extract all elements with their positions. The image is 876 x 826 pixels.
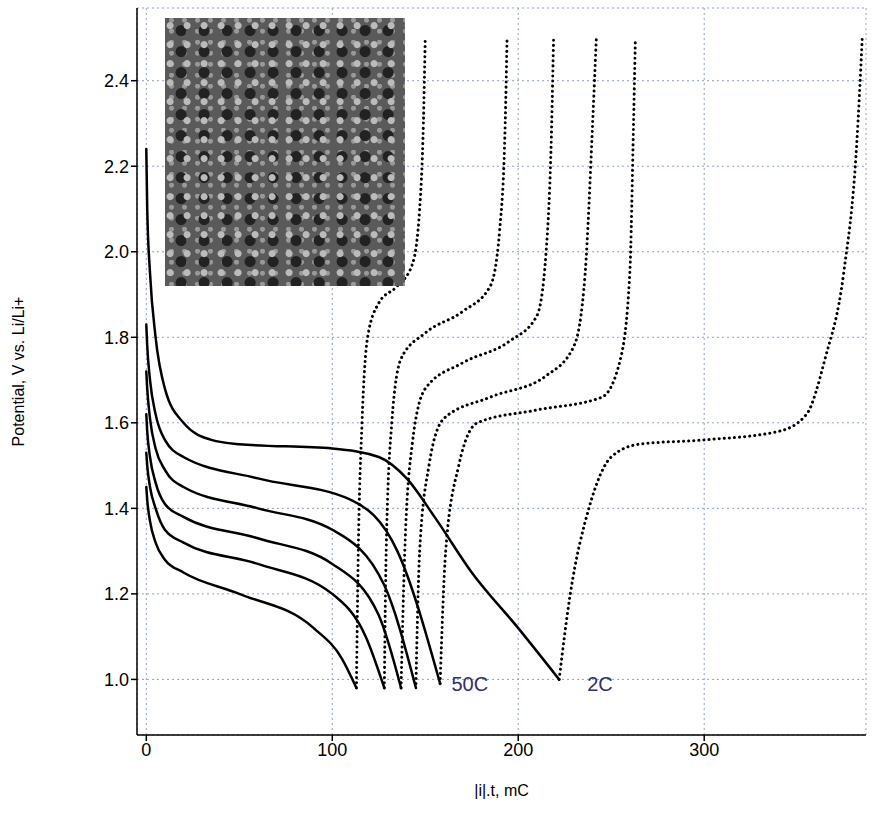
svg-text:2C: 2C — [587, 673, 613, 695]
svg-text:1.8: 1.8 — [104, 328, 129, 348]
svg-text:200: 200 — [503, 740, 533, 760]
svg-text:1.6: 1.6 — [104, 413, 129, 433]
svg-text:1.4: 1.4 — [104, 499, 129, 519]
svg-text:2.0: 2.0 — [104, 242, 129, 262]
svg-text:2.4: 2.4 — [104, 71, 129, 91]
svg-text:1.2: 1.2 — [104, 584, 129, 604]
svg-text:0: 0 — [141, 740, 151, 760]
svg-text:100: 100 — [317, 740, 347, 760]
svg-text:300: 300 — [689, 740, 719, 760]
svg-text:50C: 50C — [451, 673, 488, 695]
svg-text:2.2: 2.2 — [104, 157, 129, 177]
svg-text:Potential, V vs. Li/Li+: Potential, V vs. Li/Li+ — [10, 297, 27, 447]
svg-text:|i|.t, mC: |i|.t, mC — [474, 782, 529, 799]
svg-text:1.0: 1.0 — [104, 670, 129, 690]
